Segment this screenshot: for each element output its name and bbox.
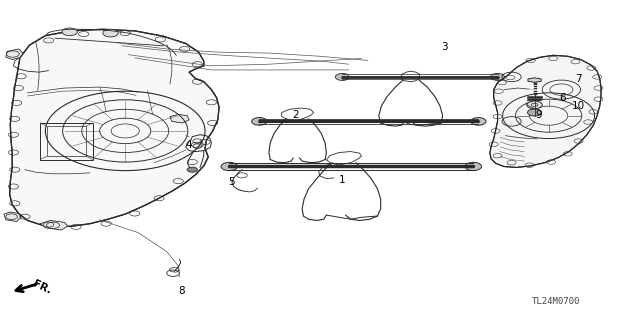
Polygon shape <box>6 49 23 59</box>
Text: 7: 7 <box>575 73 582 84</box>
Circle shape <box>527 101 542 109</box>
Text: 1: 1 <box>339 175 346 185</box>
Text: 8: 8 <box>178 286 185 296</box>
Circle shape <box>490 73 504 80</box>
Text: TL24M0700: TL24M0700 <box>532 297 580 306</box>
Text: 6: 6 <box>559 93 566 103</box>
Text: 4: 4 <box>186 140 193 150</box>
Circle shape <box>335 73 349 80</box>
Text: 9: 9 <box>536 110 542 120</box>
Text: FR.: FR. <box>31 278 53 296</box>
Circle shape <box>221 162 237 171</box>
Text: 10: 10 <box>572 100 585 110</box>
Text: 3: 3 <box>441 42 448 52</box>
Polygon shape <box>170 115 189 123</box>
Circle shape <box>527 109 541 116</box>
Polygon shape <box>528 78 541 82</box>
Circle shape <box>465 162 481 171</box>
Polygon shape <box>40 220 68 230</box>
Polygon shape <box>4 212 21 221</box>
Polygon shape <box>490 55 601 167</box>
Circle shape <box>187 167 197 172</box>
Text: 2: 2 <box>292 110 299 120</box>
Circle shape <box>470 118 486 125</box>
Text: 5: 5 <box>228 177 235 187</box>
Circle shape <box>62 28 77 36</box>
Circle shape <box>252 118 267 125</box>
Polygon shape <box>10 29 219 227</box>
Circle shape <box>103 29 118 37</box>
